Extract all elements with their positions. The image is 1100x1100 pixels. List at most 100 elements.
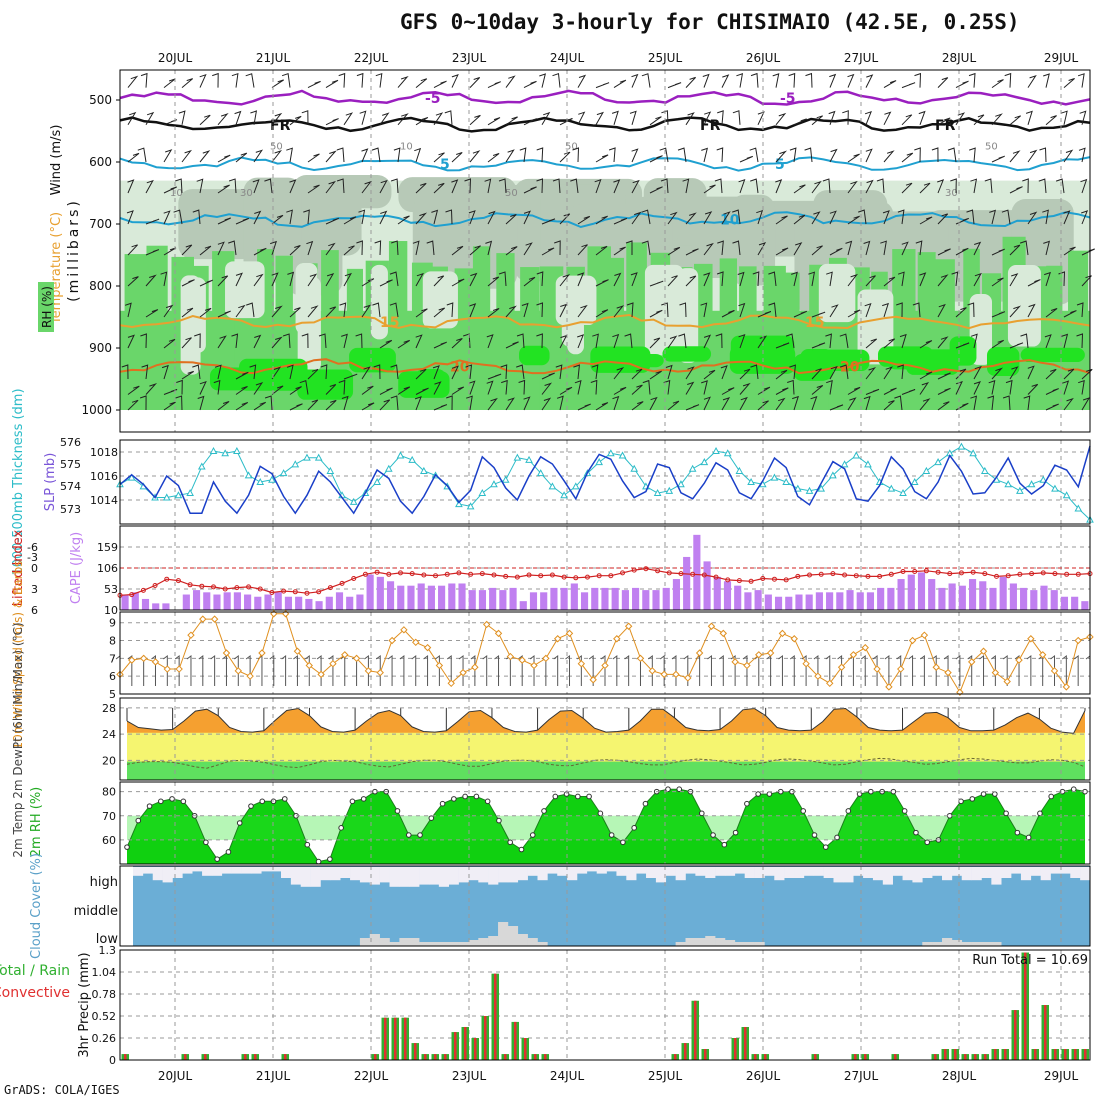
wind-barb [303, 209, 310, 225]
lifted-marker [222, 586, 228, 592]
wind-barb [1063, 246, 1076, 256]
wind-barb [523, 276, 536, 287]
rh2m-marker [327, 856, 333, 862]
precip-convective-bar [244, 1054, 247, 1060]
wind-marker [979, 647, 988, 655]
wind-barb [397, 215, 410, 225]
wind-barb [325, 150, 337, 163]
wind-barb [163, 338, 176, 349]
rh2m-marker [755, 791, 761, 797]
wind-barb [775, 247, 789, 256]
chart-title: GFS 0~10day 3-hourly for CHISIMAIO (42.5… [400, 10, 1020, 34]
wind-barb [828, 110, 836, 125]
wind-barb [325, 399, 337, 411]
wind-barb [127, 75, 139, 88]
cloud-high-bar [754, 867, 765, 878]
lifted-marker [503, 573, 509, 579]
wind-barb [1081, 248, 1095, 256]
date-label-bottom: 21JUL [256, 1069, 291, 1083]
wind-marker [199, 615, 207, 623]
precip-convective-bar [374, 1054, 377, 1060]
thickness-tick-label: 574 [60, 480, 81, 493]
wind-barb [446, 302, 454, 318]
wind-marker [1074, 636, 1082, 645]
wind-barb [721, 211, 731, 225]
cloud-high-bar [428, 867, 440, 885]
rh2m-marker [428, 815, 435, 821]
cape-tick-label: 53 [104, 583, 118, 596]
wind-marker [636, 654, 645, 663]
wind-barb [446, 395, 453, 411]
wind-barb [325, 118, 339, 126]
lifted-marker [573, 575, 579, 581]
thickness-marker [233, 447, 241, 455]
cape-bar [1020, 587, 1028, 610]
rh-column-green [694, 263, 713, 410]
cloud-high-bar [675, 867, 686, 881]
thickness-marker [525, 455, 533, 463]
wind-barb [1038, 178, 1047, 194]
wind-barb [139, 395, 147, 411]
wind-barb [1005, 379, 1013, 395]
precip-tick-label: 1.04 [92, 966, 117, 979]
wind-barb [228, 178, 237, 194]
lifted-marker [538, 573, 544, 579]
temperature-line [126, 707, 1086, 734]
cloud-high-bar [202, 867, 213, 876]
wind-barb [1081, 210, 1089, 225]
wind-barb [984, 178, 993, 194]
wind-barb [738, 334, 746, 349]
wind-marker [684, 674, 692, 682]
wind-barb [811, 311, 826, 318]
wind-barb [469, 150, 481, 163]
lifted-marker [397, 570, 403, 576]
thickness-marker [186, 489, 194, 497]
cloud-low-bar [715, 938, 726, 946]
cloud-high-bar [882, 867, 893, 885]
wind-barb [865, 275, 876, 287]
wind-barb [631, 73, 639, 88]
wind-barb [379, 387, 393, 395]
wind-barb [685, 212, 697, 225]
wind-barb [793, 118, 807, 126]
thickness-tick-label: 573 [60, 503, 81, 516]
rh-contour-label: 50 [505, 188, 518, 199]
lifted-marker [655, 568, 661, 574]
rh2m-marker [507, 839, 514, 846]
precip-convective-bar [934, 1054, 937, 1060]
rh2m-marker [946, 812, 953, 819]
wind-barb [253, 210, 262, 225]
wind-barb [883, 400, 895, 411]
cloud-tick-low: low [96, 932, 119, 947]
isotherm-line [119, 358, 1091, 375]
cloud-high-bar [1060, 867, 1071, 874]
date-label-bottom: 26JUL [746, 1069, 781, 1083]
wind-barb [682, 178, 690, 194]
wind-barb [1055, 178, 1065, 194]
cloud-low-bar [537, 942, 548, 946]
wind-barb [919, 381, 930, 395]
lifted-marker [584, 574, 590, 580]
cape-bar [917, 572, 926, 610]
cape-bar [203, 592, 211, 610]
wind-barb [464, 178, 472, 194]
precip-label: 3hr Precip (mm) [77, 952, 92, 1057]
slp-background [120, 440, 1090, 524]
wind-barb [212, 72, 219, 88]
lifted-marker [468, 571, 474, 577]
wind-barb [700, 302, 708, 318]
wind-barb [950, 178, 957, 194]
wind-barb [541, 382, 553, 395]
wind-barb [738, 179, 746, 194]
cloud-low-bar [458, 942, 469, 946]
rh-gap-light [818, 263, 856, 323]
surface-wind-barb [304, 655, 310, 686]
wind-barb [988, 380, 996, 395]
wind-barb [518, 379, 526, 395]
precip-convective-bar [734, 1038, 737, 1060]
wind-barb [451, 152, 463, 163]
thickness-marker [700, 458, 709, 466]
wind-barb [1078, 147, 1086, 163]
thickness-marker [314, 453, 323, 461]
surface-wind-barb [328, 655, 334, 686]
